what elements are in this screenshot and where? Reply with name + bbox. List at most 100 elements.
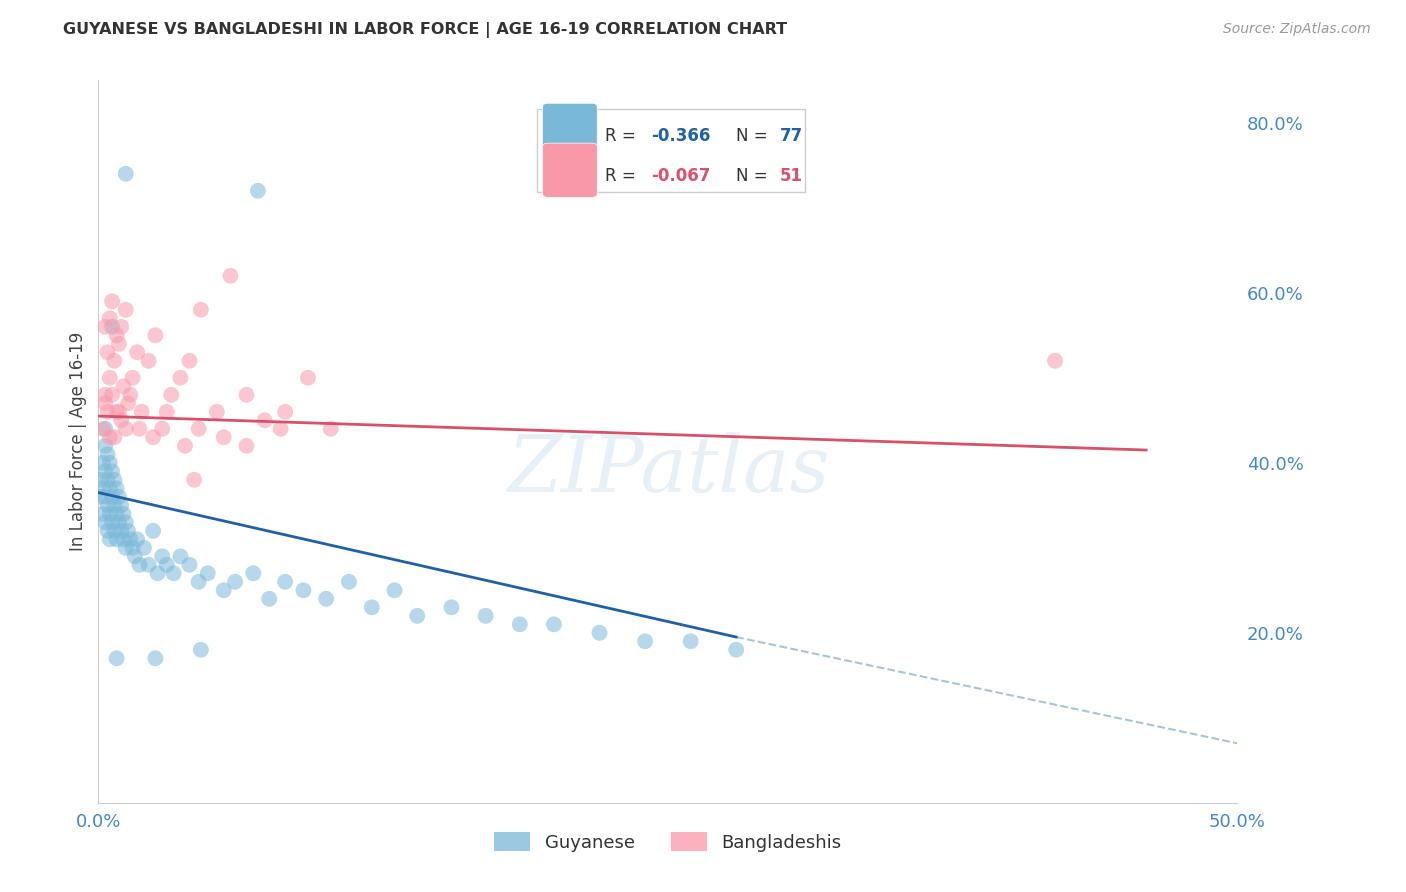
Point (98, 456, 121, 470)
Point (138, 558, 160, 572)
Point (103, 524, 125, 538)
Point (114, 541, 136, 555)
Point (142, 430, 165, 444)
Point (145, 651, 167, 665)
Point (94, 319, 117, 334)
Point (270, 422, 292, 436)
Point (128, 558, 150, 572)
Point (169, 371, 191, 385)
Text: Source: ZipAtlas.com: Source: ZipAtlas.com (1223, 22, 1371, 37)
Point (292, 583, 315, 598)
Text: -0.067: -0.067 (651, 167, 710, 185)
Point (110, 413, 132, 427)
Point (94, 464, 117, 478)
Point (91, 507, 114, 521)
Point (212, 430, 235, 444)
Point (179, 558, 201, 572)
Point (224, 574, 246, 589)
Point (259, 591, 281, 606)
Point (132, 541, 155, 555)
Point (120, 533, 142, 547)
Point (105, 651, 128, 665)
Point (127, 345, 149, 359)
Text: -0.366: -0.366 (651, 127, 710, 145)
Point (121, 541, 143, 555)
Point (96, 345, 118, 359)
Point (101, 294, 124, 309)
Point (91, 481, 114, 495)
Point (246, 184, 269, 198)
Point (91, 456, 114, 470)
Point (91, 422, 114, 436)
Point (197, 566, 219, 581)
Legend: Guyanese, Bangladeshis: Guyanese, Bangladeshis (486, 825, 849, 859)
Point (124, 549, 146, 564)
Point (120, 388, 142, 402)
Point (117, 396, 139, 410)
Point (509, 617, 531, 632)
Point (235, 439, 257, 453)
Point (183, 473, 205, 487)
Point (337, 574, 360, 589)
Point (242, 566, 264, 581)
Point (98, 533, 121, 547)
Point (160, 388, 183, 402)
Text: 51: 51 (779, 167, 803, 185)
Point (319, 422, 342, 436)
Point (543, 617, 565, 632)
Point (117, 524, 139, 538)
Point (96, 447, 118, 461)
Point (103, 498, 125, 512)
Point (1043, 353, 1066, 368)
Point (105, 507, 128, 521)
Point (101, 490, 124, 504)
Point (253, 413, 276, 427)
Point (112, 533, 135, 547)
Text: N =: N = (737, 127, 773, 145)
Point (94, 422, 117, 436)
Text: ZIPatlas: ZIPatlas (506, 433, 830, 508)
Point (94, 388, 117, 402)
Point (679, 634, 702, 648)
Text: R =: R = (605, 127, 641, 145)
Point (110, 524, 132, 538)
Point (96, 524, 118, 538)
Point (90, 473, 112, 487)
Point (162, 566, 184, 581)
Point (474, 608, 496, 623)
Text: N =: N = (737, 167, 773, 185)
Point (98, 311, 121, 326)
Point (108, 336, 131, 351)
Point (103, 353, 125, 368)
Point (114, 167, 136, 181)
Point (138, 353, 160, 368)
Point (94, 516, 117, 530)
Point (169, 549, 191, 564)
Point (94, 439, 117, 453)
Point (142, 524, 165, 538)
FancyBboxPatch shape (537, 109, 804, 193)
Point (94, 490, 117, 504)
Point (98, 371, 121, 385)
Point (94, 396, 117, 410)
Text: 77: 77 (779, 127, 803, 145)
Point (98, 507, 121, 521)
Point (235, 388, 257, 402)
Point (114, 302, 136, 317)
Point (105, 481, 128, 495)
Point (725, 642, 748, 657)
Point (101, 388, 124, 402)
Point (103, 473, 125, 487)
FancyBboxPatch shape (543, 143, 598, 197)
Point (360, 600, 382, 615)
Point (634, 634, 657, 648)
Point (384, 583, 406, 598)
Y-axis label: In Labor Force | Age 16-19: In Labor Force | Age 16-19 (69, 332, 87, 551)
Point (101, 464, 124, 478)
Point (190, 302, 212, 317)
Point (212, 583, 235, 598)
Text: GUYANESE VS BANGLADESHI IN LABOR FORCE | AGE 16-19 CORRELATION CHART: GUYANESE VS BANGLADESHI IN LABOR FORCE |… (63, 22, 787, 38)
Point (112, 507, 135, 521)
Point (110, 498, 132, 512)
Point (127, 533, 149, 547)
